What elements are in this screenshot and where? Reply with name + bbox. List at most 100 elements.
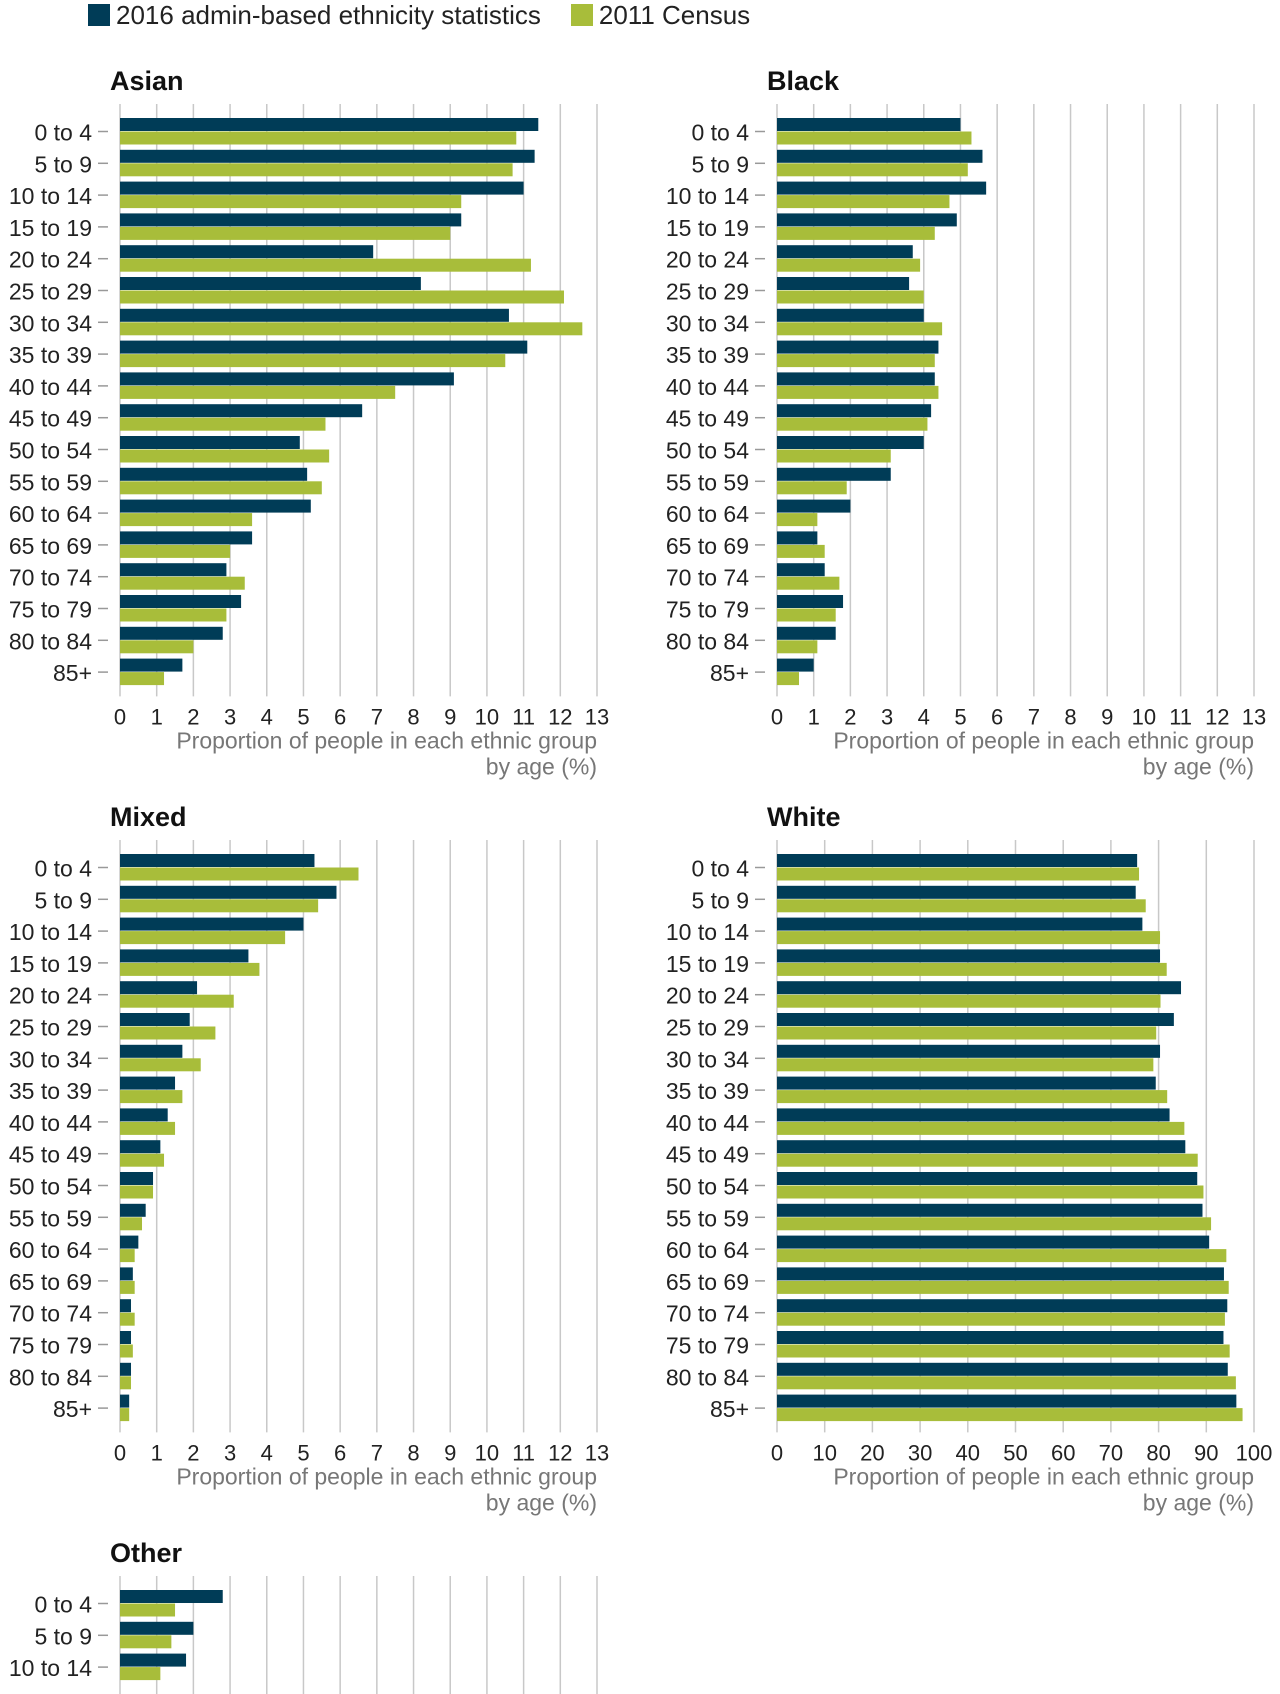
x-axis-title: Proportion of people in each ethnic grou… bbox=[833, 727, 1254, 753]
bar-white-admin bbox=[777, 949, 1161, 963]
bar-black-admin bbox=[777, 499, 851, 513]
bar-black-census bbox=[777, 417, 928, 431]
bar-black-admin bbox=[777, 658, 814, 672]
bar-black-admin bbox=[777, 181, 987, 195]
bar-asian-admin bbox=[120, 308, 509, 322]
x-tick-label: 10 bbox=[812, 1440, 836, 1465]
category-label: 75 to 79 bbox=[666, 1333, 749, 1359]
x-tick-label: 40 bbox=[956, 1440, 980, 1465]
category-label: 80 to 84 bbox=[9, 628, 92, 654]
x-tick-label: 11 bbox=[512, 1440, 535, 1465]
bar-black-census bbox=[777, 513, 818, 527]
bar-mixed-admin bbox=[120, 1203, 146, 1217]
category-label: 45 to 49 bbox=[9, 406, 92, 432]
bar-black-census bbox=[777, 322, 943, 336]
x-tick-label: 90 bbox=[1194, 1440, 1218, 1465]
bar-white-census bbox=[777, 899, 1146, 913]
x-tick-label: 7 bbox=[1028, 704, 1040, 729]
panel-title-asian: Asian bbox=[110, 66, 184, 96]
bar-asian-census bbox=[120, 290, 564, 304]
bar-asian-census bbox=[120, 576, 245, 590]
bar-white-census bbox=[777, 1058, 1154, 1072]
x-tick-label: 8 bbox=[407, 1440, 419, 1465]
bar-white-admin bbox=[777, 1203, 1203, 1217]
bar-asian-census bbox=[120, 672, 165, 686]
bar-asian-admin bbox=[120, 118, 539, 131]
bar-mixed-census bbox=[120, 1185, 154, 1199]
x-tick-label: 70 bbox=[1099, 1440, 1123, 1465]
category-label: 55 to 59 bbox=[666, 469, 749, 495]
bar-mixed-census bbox=[120, 994, 234, 1008]
category-label: 5 to 9 bbox=[691, 887, 749, 913]
category-label: 10 to 14 bbox=[9, 183, 92, 209]
bar-white-census bbox=[777, 1312, 1225, 1326]
bar-mixed-census bbox=[120, 1249, 135, 1263]
category-label: 75 to 79 bbox=[9, 1333, 92, 1359]
legend-label-census: 2011 Census bbox=[598, 0, 751, 30]
x-tick-label: 1 bbox=[151, 1440, 163, 1465]
bar-mixed-census bbox=[120, 1026, 216, 1040]
category-label: 0 to 4 bbox=[34, 1592, 92, 1618]
x-tick-label: 12 bbox=[548, 704, 572, 729]
category-label: 25 to 29 bbox=[666, 279, 749, 305]
bar-white-admin bbox=[777, 981, 1182, 995]
bar-white-admin bbox=[777, 1044, 1161, 1058]
x-tick-label: 5 bbox=[297, 1440, 309, 1465]
bar-white-admin bbox=[777, 1267, 1224, 1281]
bar-asian-admin bbox=[120, 372, 454, 386]
bar-mixed-admin bbox=[120, 1235, 139, 1249]
bar-other-admin bbox=[120, 1621, 194, 1635]
category-label: 0 to 4 bbox=[34, 120, 92, 146]
x-tick-label: 50 bbox=[1003, 1440, 1027, 1465]
panel-title-black: Black bbox=[767, 66, 840, 96]
bar-asian-census bbox=[120, 544, 231, 558]
category-label: 60 to 64 bbox=[666, 501, 749, 527]
bar-black-census bbox=[777, 640, 818, 654]
bar-mixed-census bbox=[120, 1376, 132, 1390]
bar-mixed-admin bbox=[120, 1362, 132, 1376]
category-label: 20 to 24 bbox=[666, 247, 749, 273]
bar-black-census bbox=[777, 226, 935, 240]
x-tick-label: 11 bbox=[1169, 704, 1192, 729]
category-label: 70 to 74 bbox=[666, 565, 749, 591]
bar-asian-admin bbox=[120, 626, 223, 640]
x-tick-label: 12 bbox=[548, 1440, 572, 1465]
bar-white-census bbox=[777, 1408, 1243, 1422]
bar-white-census bbox=[777, 931, 1161, 945]
panel-title-other: Other bbox=[110, 1538, 183, 1568]
bar-white-census bbox=[777, 1280, 1229, 1294]
bar-black-admin bbox=[777, 626, 836, 640]
category-label: 25 to 29 bbox=[666, 1015, 749, 1041]
bar-asian-admin bbox=[120, 499, 311, 513]
x-tick-label: 10 bbox=[1132, 704, 1156, 729]
category-label: 70 to 74 bbox=[666, 1301, 749, 1327]
bar-white-admin bbox=[777, 1299, 1228, 1313]
bar-asian-census bbox=[120, 449, 330, 463]
bar-black-admin bbox=[777, 118, 961, 131]
bar-white-census bbox=[777, 994, 1161, 1008]
x-tick-label: 7 bbox=[371, 1440, 383, 1465]
bar-white-census bbox=[777, 1026, 1157, 1040]
bar-asian-admin bbox=[120, 404, 363, 418]
x-tick-label: 5 bbox=[297, 704, 309, 729]
category-label: 85+ bbox=[710, 660, 749, 686]
x-tick-label: 12 bbox=[1205, 704, 1229, 729]
category-label: 55 to 59 bbox=[9, 469, 92, 495]
bar-black-admin bbox=[777, 245, 913, 259]
bar-white-admin bbox=[777, 1362, 1228, 1376]
bar-mixed-admin bbox=[120, 949, 249, 963]
x-tick-label: 4 bbox=[918, 704, 930, 729]
x-tick-label: 8 bbox=[1064, 704, 1076, 729]
bar-white-admin bbox=[777, 917, 1143, 931]
legend-label-admin: 2016 admin-based ethnicity statistics bbox=[116, 0, 541, 30]
x-tick-label: 2 bbox=[187, 1440, 199, 1465]
category-label: 0 to 4 bbox=[34, 856, 92, 882]
category-label: 60 to 64 bbox=[9, 501, 92, 527]
bar-mixed-admin bbox=[120, 1013, 190, 1026]
bar-white-census bbox=[777, 1185, 1204, 1199]
bar-mixed-census bbox=[120, 1344, 133, 1358]
bar-white-admin bbox=[777, 1013, 1174, 1026]
x-tick-label: 0 bbox=[771, 1440, 783, 1465]
x-tick-label: 7 bbox=[371, 704, 383, 729]
x-tick-label: 100 bbox=[1236, 1440, 1273, 1465]
